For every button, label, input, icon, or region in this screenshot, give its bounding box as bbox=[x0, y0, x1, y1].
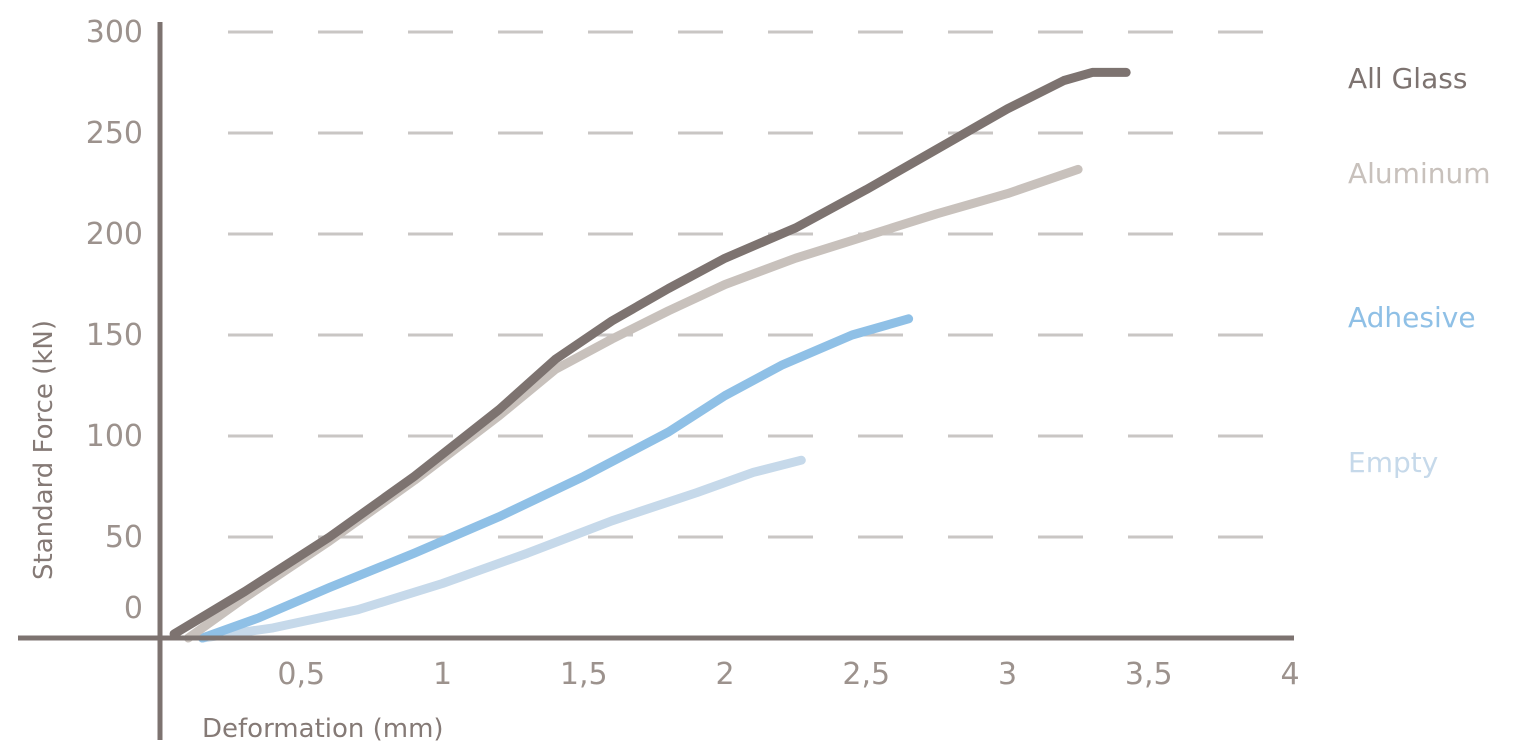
legend: All Glass Aluminum Adhesive Empty bbox=[1348, 62, 1491, 479]
legend-label: Aluminum bbox=[1348, 157, 1491, 190]
series-lines bbox=[169, 67, 1131, 643]
series-line bbox=[169, 67, 1131, 639]
x-tick-label: 0,5 bbox=[277, 657, 325, 692]
y-tick-label: 50 bbox=[105, 520, 143, 555]
gridlines bbox=[228, 30, 1300, 539]
y-axis-title: Standard Force (kN) bbox=[29, 320, 59, 580]
x-tick-label: 4 bbox=[1280, 657, 1299, 692]
x-tick-label: 3,5 bbox=[1125, 657, 1173, 692]
y-tick-labels: 0 50 100 150 200 250 300 bbox=[86, 15, 143, 626]
y-tick-label: 100 bbox=[86, 419, 143, 454]
y-tick-label: 200 bbox=[86, 217, 143, 252]
x-tick-label: 1 bbox=[433, 657, 452, 692]
legend-label: Empty bbox=[1348, 446, 1438, 479]
axes bbox=[18, 22, 1294, 740]
y-tick-label: 0 bbox=[124, 591, 143, 626]
x-tick-label: 2,5 bbox=[842, 657, 890, 692]
series-line bbox=[197, 455, 806, 643]
y-tick-label: 150 bbox=[86, 318, 143, 353]
series-line bbox=[197, 314, 914, 643]
x-tick-label: 1,5 bbox=[560, 657, 608, 692]
y-tick-label: 250 bbox=[86, 116, 143, 151]
x-tick-labels: 0,5 1 1,5 2 2,5 3 3,5 4 bbox=[277, 657, 1299, 692]
x-axis-title: Deformation (mm) bbox=[202, 714, 444, 744]
legend-label: Adhesive bbox=[1348, 301, 1476, 334]
y-tick-label: 300 bbox=[86, 15, 143, 50]
x-tick-label: 2 bbox=[715, 657, 734, 692]
series-line bbox=[183, 164, 1083, 643]
x-tick-label: 3 bbox=[998, 657, 1017, 692]
legend-label: All Glass bbox=[1348, 62, 1467, 95]
